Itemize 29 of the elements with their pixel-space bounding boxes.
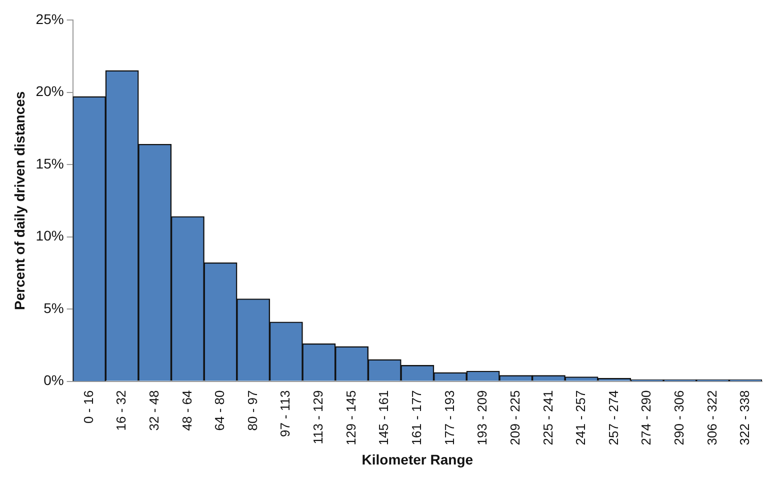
y-tick-label: 10%	[36, 228, 64, 244]
x-tick-label: 274 - 290	[638, 390, 654, 446]
x-tick-label: 129 - 145	[343, 390, 358, 446]
x-tick-label: 48 - 64	[179, 390, 194, 431]
x-tick-label: 257 - 274	[606, 390, 621, 446]
y-tick-label: 20%	[36, 83, 64, 100]
x-tick-label: 193 - 209	[474, 390, 490, 446]
x-tick-label: 209 - 225	[507, 390, 522, 446]
x-tick-label: 322 - 338	[737, 390, 752, 446]
x-tick-label: 80 - 97	[244, 390, 260, 431]
x-tick-label: 290 - 306	[672, 390, 687, 446]
x-tick-label: 241 - 257	[573, 390, 588, 446]
y-tick-label: 0%	[44, 372, 64, 388]
x-tick-label: 32 - 48	[146, 390, 162, 431]
x-tick-label: 64 - 80	[212, 390, 228, 431]
x-tick-label: 16 - 32	[114, 390, 129, 431]
x-tick-label: 0 - 16	[80, 390, 96, 424]
x-tick-label: 177 - 193	[442, 390, 457, 446]
x-tick-label: 161 - 177	[408, 390, 424, 446]
y-axis-title: Percent of daily driven distances	[11, 91, 28, 310]
y-tick-label: 5%	[44, 300, 64, 316]
x-tick-label: 113 - 129	[310, 390, 326, 444]
x-tick-label: 97 - 113	[278, 390, 293, 438]
y-tick-label: 25%	[36, 10, 64, 27]
x-tick-label: 306 - 322	[704, 390, 720, 446]
x-tick-label: 225 - 241	[540, 390, 556, 446]
y-tick-label: 15%	[36, 155, 64, 172]
x-tick-label: 145 - 161	[376, 390, 392, 446]
x-axis-title: Kilometer Range	[362, 451, 474, 468]
